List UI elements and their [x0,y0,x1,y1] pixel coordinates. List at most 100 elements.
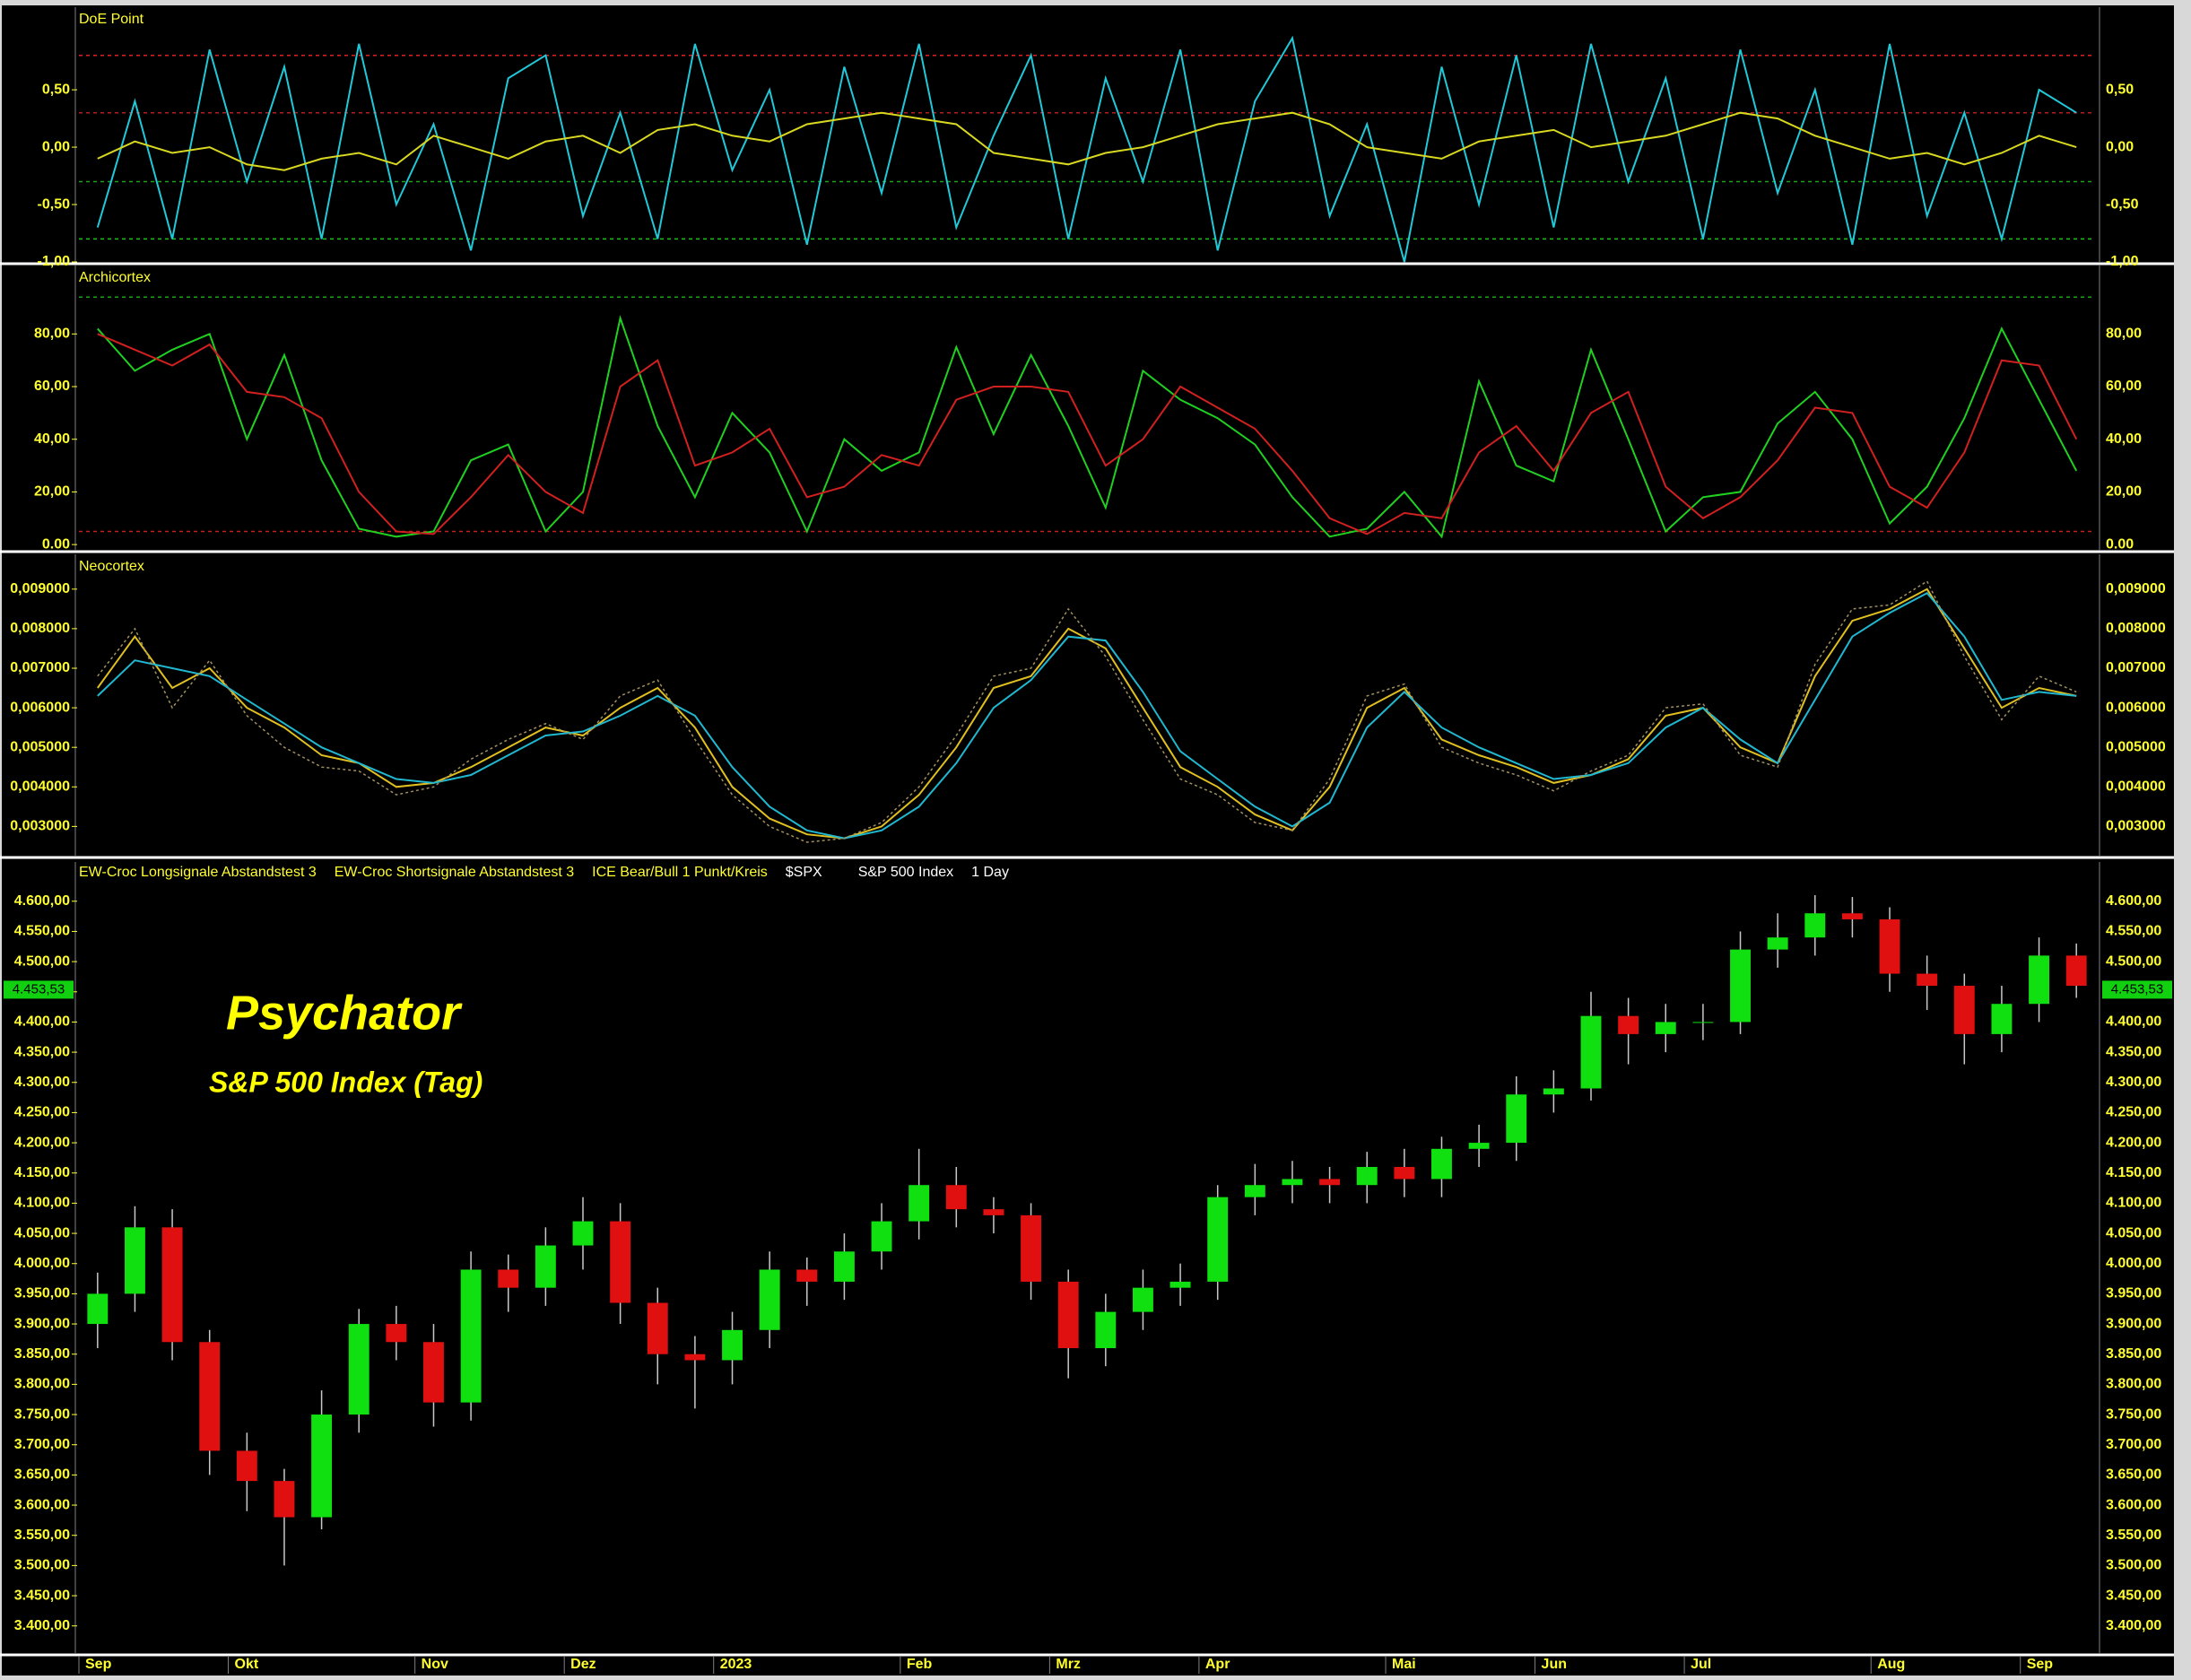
y-tick-label: 0,004000 [10,779,70,794]
y-tick-label: 0,00 [42,139,70,154]
y-tick-label: 3.450,00 [14,1588,70,1603]
candle-body [498,1269,519,1288]
y-tick-label: 4.000,00 [14,1256,70,1271]
candle-body [833,1251,855,1282]
candle-body [199,1342,221,1451]
y-tick-label: 4.350,00 [2106,1044,2161,1059]
y-tick-label: 40,00 [34,431,70,447]
y-tick-label: 3.750,00 [14,1406,70,1422]
y-tick-label: 0,50 [42,82,70,97]
panel-title: DoE Point [79,12,144,27]
candle-body [1618,1015,1639,1034]
x-tick-label: Sep [85,1657,112,1672]
y-tick-label: 4.150,00 [2106,1165,2161,1180]
x-tick-label: Nov [422,1657,448,1672]
y-tick-label: 3.500,00 [2106,1558,2161,1573]
candle-body [348,1324,370,1415]
candle-body [460,1269,482,1403]
x-tick-label: Aug [1877,1657,1905,1672]
candle-body [1692,1022,1714,1023]
y-tick-label: 0,00 [2106,139,2134,154]
y-tick-label: 3.450,00 [2106,1588,2161,1603]
x-tick-label: Apr [1205,1657,1230,1672]
panel-title: Archicortex [79,270,151,285]
y-tick-label: 3.650,00 [14,1467,70,1483]
y-tick-label: 3.850,00 [14,1346,70,1362]
x-tick-label: Sep [2027,1657,2054,1672]
panel-title: Neocortex [79,559,144,574]
legend-entry: EW-Croc Longsignale Abstandstest 3 [79,865,317,880]
y-tick-label: 0.00 [42,536,70,552]
candle-body [161,1227,183,1343]
y-tick-label: 0,006000 [2106,700,2166,715]
y-tick-label: 4.300,00 [14,1075,70,1090]
y-tick-label: 4.200,00 [2106,1135,2161,1150]
candle-body [983,1209,1004,1215]
y-tick-label: 4.100,00 [14,1196,70,1211]
candle-body [871,1221,892,1252]
y-tick-label: 3.650,00 [2106,1467,2161,1483]
legend-entry: 1 Day [971,865,1009,880]
candle-body [909,1185,930,1222]
y-tick-label: 3.600,00 [14,1497,70,1512]
candle-body [572,1221,594,1246]
y-tick-label: 3.550,00 [2106,1528,2161,1543]
y-tick-label: 3.950,00 [2106,1286,2161,1301]
x-tick-label: Mai [1392,1657,1416,1672]
y-tick-label: 0,006000 [10,700,70,715]
y-tick-label: 3.400,00 [2106,1618,2161,1633]
candle-body [945,1185,967,1210]
x-tick-label: Mrz [1056,1657,1081,1672]
candle-body [1021,1214,1042,1282]
legend-entry: EW-Croc Shortsignale Abstandstest 3 [335,865,574,880]
candle-body [610,1221,631,1303]
y-tick-label: 4.550,00 [14,924,70,939]
y-tick-label: 0,009000 [2106,581,2166,596]
y-tick-label: 4.600,00 [2106,893,2161,909]
candle-body [1841,913,1863,919]
y-tick-label: 4.300,00 [2106,1075,2161,1090]
x-tick-label: Jul [1691,1657,1711,1672]
candle-body [423,1342,444,1403]
annotation-subtitle: S&P 500 Index (Tag) [209,1066,483,1098]
y-tick-label: 3.400,00 [14,1618,70,1633]
candle-body [796,1269,818,1282]
last-price-box [2102,980,2172,999]
legend-entry: $SPX [786,865,822,880]
candle-body [1356,1167,1378,1186]
y-tick-label: 0.00 [2106,536,2134,552]
candle-body [1655,1022,1676,1034]
candle-body [1468,1143,1490,1149]
y-tick-label: 0,005000 [2106,739,2166,754]
y-tick-label: 0,003000 [10,819,70,834]
candle-body [1767,937,1788,950]
candle-body [1543,1088,1564,1095]
y-tick-label: 4.250,00 [14,1105,70,1120]
candle-body [1730,949,1751,1023]
y-tick-label: 4.600,00 [14,893,70,909]
y-tick-label: 0,008000 [10,621,70,636]
y-tick-label: 3.700,00 [14,1437,70,1452]
candle-body [722,1329,743,1361]
series-line [97,111,2077,171]
y-tick-label: 3.750,00 [2106,1406,2161,1422]
y-tick-label: 4.400,00 [14,1014,70,1030]
y-tick-label: 4.050,00 [14,1225,70,1240]
candle-body [1207,1197,1229,1282]
candle-body [311,1415,333,1518]
candle-body [1580,1015,1602,1089]
y-tick-label: 0,005000 [10,739,70,754]
y-tick-label: 4.200,00 [14,1135,70,1150]
candle-body [1057,1281,1079,1348]
y-tick-label: 3.600,00 [2106,1497,2161,1512]
candle-body [1431,1148,1452,1179]
candle-body [1095,1311,1117,1348]
y-tick-label: 4.550,00 [2106,924,2161,939]
candle-body [1879,918,1900,974]
y-tick-label: 3.900,00 [2106,1316,2161,1331]
x-tick-label: Feb [907,1657,933,1672]
y-tick-label: 0,009000 [10,581,70,596]
candle-body [386,1324,407,1343]
y-tick-label: 60,00 [2106,379,2142,394]
